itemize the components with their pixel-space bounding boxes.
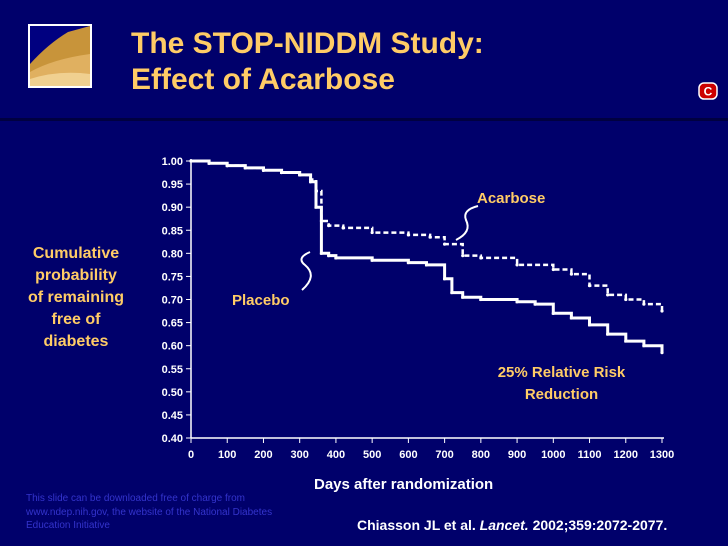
x-tick-label: 900 (508, 449, 526, 461)
title-line-2: Effect of Acarbose (131, 63, 395, 96)
x-tick-label: 800 (472, 449, 490, 461)
data-point-placebo (569, 316, 574, 320)
data-point-placebo (298, 173, 302, 177)
series-line-placebo (191, 159, 664, 353)
x-tick-label: 600 (399, 449, 417, 461)
x-tick-label: 1000 (541, 449, 565, 461)
data-point-placebo (207, 161, 211, 165)
data-point-placebo (243, 166, 247, 170)
data-point-acarbose (587, 284, 592, 288)
x-tick-label: 1300 (650, 449, 674, 461)
y-axis-side-label: Cumulative probability of remaining free… (27, 245, 124, 350)
data-point-placebo (406, 260, 410, 265)
x-tick-label: 400 (327, 449, 345, 461)
y-tick-label: 0.40 (162, 433, 183, 445)
data-point-acarbose (660, 309, 664, 313)
data-point-acarbose (370, 230, 374, 235)
y-tick-label: 0.60 (162, 341, 183, 353)
x-tick-label: 200 (254, 449, 272, 461)
x-tick-label: 100 (218, 449, 236, 461)
data-point-placebo (225, 164, 229, 168)
data-point-acarbose (461, 254, 465, 258)
y-tick-label: 0.95 (162, 179, 183, 191)
y-tick-label: 0.70 (162, 295, 183, 307)
data-point-placebo (587, 323, 592, 327)
y-tick-label: 0.45 (162, 410, 183, 422)
citation-details: 2002;359:2072-2077. (532, 517, 668, 533)
annotation-brackets (300, 205, 479, 291)
data-point-placebo (443, 277, 447, 281)
data-point-placebo (515, 300, 519, 304)
y-tick-label: 0.50 (162, 387, 183, 399)
series-layer (189, 159, 664, 355)
data-point-placebo (370, 258, 374, 262)
data-point-placebo (642, 344, 646, 348)
y-tick-label: 1.00 (162, 156, 183, 168)
y-tick-label: 0.85 (162, 225, 183, 237)
y-axis: 0.40 0.45 0.50 0.55 0.60 0.65 0.70 0.75 0.80 0.85… (162, 156, 192, 445)
data-point-placebo (533, 302, 537, 306)
x-tick-label: 1200 (614, 449, 638, 461)
data-point-acarbose (569, 272, 574, 276)
y-tick-label: 0.90 (162, 202, 183, 214)
data-point-placebo (314, 205, 318, 209)
ndep-logo-icon (28, 24, 92, 88)
data-point-acarbose (479, 256, 483, 260)
x-axis-label: Days after randomization (314, 476, 494, 493)
data-point-acarbose (515, 263, 519, 267)
acarbose-bracket (455, 205, 479, 241)
x-tick-label: 700 (435, 449, 453, 461)
data-point-placebo (279, 170, 284, 175)
x-axis: 0 100 200 300 400 500 600 700 800 900 1000 1100 1200… (188, 437, 674, 461)
data-point-acarbose (642, 302, 646, 306)
data-point-placebo (189, 159, 193, 163)
x-tick-label: 0 (188, 449, 194, 461)
placebo-bracket (300, 251, 312, 291)
data-point-acarbose (428, 235, 432, 239)
x-tick-label: 300 (291, 449, 309, 461)
title-line-1: The STOP-NIDDM Study: (131, 27, 484, 60)
svg-text:C: C (704, 85, 713, 99)
data-point-placebo (551, 311, 555, 315)
data-point-placebo (479, 297, 483, 302)
data-point-acarbose (327, 224, 331, 228)
data-point-placebo (461, 295, 465, 299)
placebo-label: Placebo (232, 292, 290, 309)
data-point-placebo (308, 180, 313, 184)
citation: Chiasson JL et al. Lancet. 2002;359:2072… (357, 517, 667, 533)
data-point-acarbose (443, 242, 447, 246)
data-point-acarbose (624, 297, 628, 302)
x-tick-label: 500 (363, 449, 381, 461)
data-point-placebo (450, 290, 454, 295)
y-tick-label: 0.80 (162, 248, 183, 260)
data-point-placebo (660, 350, 664, 355)
y-tick-label: 0.55 (162, 364, 183, 376)
data-point-placebo (424, 263, 429, 267)
data-point-placebo (319, 251, 324, 255)
data-point-placebo (606, 332, 610, 336)
relative-risk-label: 25% Relative Risk Reduction (497, 364, 626, 403)
citation-authors: Chiasson JL et al. (357, 517, 476, 533)
title-divider (0, 118, 728, 121)
data-point-acarbose (606, 293, 610, 297)
copyright-badge-icon: C (698, 82, 718, 100)
acarbose-label: Acarbose (477, 190, 546, 207)
data-point-acarbose (341, 226, 345, 230)
citation-journal: Lancet. (479, 517, 529, 533)
data-point-acarbose (406, 233, 410, 237)
x-tick-label: 1100 (578, 449, 602, 461)
data-point-placebo (624, 339, 628, 343)
download-note: This slide can be downloaded free of cha… (26, 493, 273, 531)
series-line-acarbose (191, 159, 664, 311)
slide-title: The STOP-NIDDM Study: Effect of Acarbose (131, 26, 484, 98)
data-point-placebo (327, 254, 331, 258)
data-point-placebo (261, 168, 266, 172)
y-tick-label: 0.65 (162, 318, 183, 330)
y-tick-label: 0.75 (162, 271, 183, 283)
data-point-acarbose (551, 267, 555, 272)
data-point-placebo (334, 256, 338, 260)
